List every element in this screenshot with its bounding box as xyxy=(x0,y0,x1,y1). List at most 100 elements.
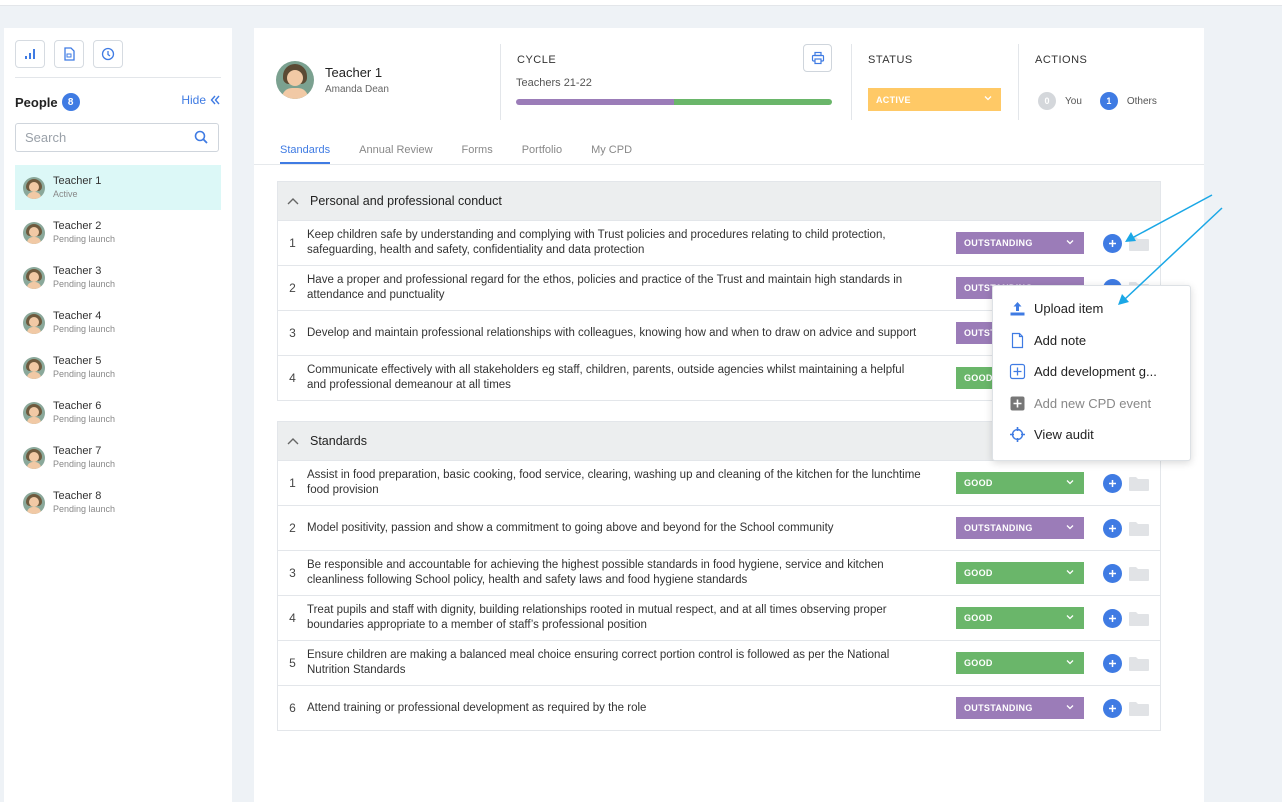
person-item[interactable]: Teacher 6 Pending launch xyxy=(15,390,221,435)
avatar xyxy=(23,266,45,289)
folder-icon[interactable] xyxy=(1129,236,1149,251)
person-item[interactable]: Teacher 8 Pending launch xyxy=(15,480,221,525)
add-evidence-button[interactable] xyxy=(1103,234,1122,253)
standards-section: Personal and professional conduct 1 Keep… xyxy=(277,181,1161,401)
cycle-progress-bar xyxy=(516,99,832,105)
section-header[interactable]: Personal and professional conduct xyxy=(278,182,1160,220)
chevron-up-icon xyxy=(287,438,299,445)
tab-standards[interactable]: Standards xyxy=(280,144,331,164)
grade-value: OUTSTANDING xyxy=(964,238,1033,248)
status-dropdown[interactable]: ACTIVE xyxy=(868,88,1001,111)
person-name: Teacher 1 xyxy=(53,175,102,187)
standard-text: Attend training or professional developm… xyxy=(307,701,647,714)
profile-subtitle: Amanda Dean xyxy=(325,84,389,95)
menu-item-label: Upload item xyxy=(1034,301,1104,317)
add-evidence-button[interactable] xyxy=(1103,474,1122,493)
grade-value: OUTSTANDING xyxy=(964,523,1033,533)
menu-item-label: Add new CPD event xyxy=(1034,395,1152,411)
person-name: Teacher 2 xyxy=(53,220,102,232)
print-button[interactable] xyxy=(803,44,832,72)
table-row: 5 Ensure children are making a balanced … xyxy=(278,640,1160,685)
people-sidebar: People 8 Hide Teacher 1 Active Teacher 2 P… xyxy=(4,28,232,802)
row-number: 5 xyxy=(289,656,296,670)
menu-item-add-note[interactable]: Add note xyxy=(993,325,1190,357)
folder-icon[interactable] xyxy=(1129,476,1149,491)
hide-sidebar-link[interactable]: Hide xyxy=(181,93,220,107)
upload-icon xyxy=(1010,302,1025,316)
standard-text: Model positivity, passion and show a com… xyxy=(307,521,834,534)
folder-icon[interactable] xyxy=(1129,521,1149,536)
profile-name: Teacher 1 xyxy=(325,65,383,80)
grade-value: GOOD xyxy=(964,373,993,383)
header-divider xyxy=(1018,44,1019,120)
folder-icon[interactable] xyxy=(1129,656,1149,671)
grade-dropdown[interactable]: OUTSTANDING xyxy=(956,517,1084,539)
grade-dropdown[interactable]: GOOD xyxy=(956,607,1084,629)
person-status: Pending launch xyxy=(53,459,116,469)
bar-chart-icon[interactable] xyxy=(15,40,45,68)
person-item[interactable]: Teacher 1 Active xyxy=(15,165,221,210)
document-icon[interactable] xyxy=(54,40,84,68)
person-name: Teacher 8 xyxy=(53,490,102,502)
person-item[interactable]: Teacher 2 Pending launch xyxy=(15,210,221,255)
avatar xyxy=(23,356,45,379)
section-title: Standards xyxy=(310,434,367,448)
header-divider xyxy=(851,44,852,120)
person-status: Pending launch xyxy=(53,414,116,424)
grade-value: OUTSTANDING xyxy=(964,703,1033,713)
person-item[interactable]: Teacher 5 Pending launch xyxy=(15,345,221,390)
grade-value: GOOD xyxy=(964,613,993,623)
sidebar-divider xyxy=(15,77,221,78)
add-evidence-button[interactable] xyxy=(1103,609,1122,628)
menu-item-add-development-goal[interactable]: Add development g... xyxy=(993,356,1190,388)
chevron-down-icon xyxy=(1066,480,1074,485)
others-label: Others xyxy=(1126,95,1157,107)
person-item[interactable]: Teacher 3 Pending launch xyxy=(15,255,221,300)
person-item[interactable]: Teacher 4 Pending launch xyxy=(15,300,221,345)
table-row: 2 Model positivity, passion and show a c… xyxy=(278,505,1160,550)
section-title: Personal and professional conduct xyxy=(310,194,502,208)
add-box-icon xyxy=(1009,364,1026,380)
grade-dropdown[interactable]: GOOD xyxy=(956,562,1084,584)
printer-icon xyxy=(811,51,824,65)
standard-text: Communicate effectively with all stakeho… xyxy=(307,364,905,391)
people-list: Teacher 1 Active Teacher 2 Pending launch … xyxy=(15,165,221,525)
tab-annual-review[interactable]: Annual Review xyxy=(359,144,433,156)
search-input[interactable] xyxy=(15,123,219,152)
menu-item-label: View audit xyxy=(1034,427,1094,443)
clock-icon[interactable] xyxy=(93,40,123,68)
table-row: 1 Assist in food preparation, basic cook… xyxy=(278,460,1160,505)
person-item[interactable]: Teacher 7 Pending launch xyxy=(15,435,221,480)
plus-icon xyxy=(1109,240,1116,247)
actions-label: ACTIONS xyxy=(1035,54,1088,66)
add-evidence-button[interactable] xyxy=(1103,654,1122,673)
crosshair-icon xyxy=(1010,427,1025,443)
menu-item-view-audit[interactable]: View audit xyxy=(993,419,1190,451)
person-status: Pending launch xyxy=(53,504,116,514)
tab-portfolio[interactable]: Portfolio xyxy=(521,144,563,156)
add-evidence-button[interactable] xyxy=(1103,564,1122,583)
folder-icon[interactable] xyxy=(1129,701,1149,716)
tab-my-cpd[interactable]: My CPD xyxy=(591,144,633,156)
tab-forms[interactable]: Forms xyxy=(461,144,493,156)
sidebar-toolbar xyxy=(15,40,123,68)
add-evidence-button[interactable] xyxy=(1103,699,1122,718)
top-bar xyxy=(0,0,1282,6)
grade-dropdown[interactable]: OUTSTANDING xyxy=(956,697,1084,719)
person-name: Teacher 7 xyxy=(53,445,102,457)
add-evidence-button[interactable] xyxy=(1103,519,1122,538)
plus-icon xyxy=(1109,525,1116,532)
folder-icon[interactable] xyxy=(1129,566,1149,581)
header-divider xyxy=(500,44,501,120)
grade-dropdown[interactable]: GOOD xyxy=(956,472,1084,494)
double-chevron-left-icon xyxy=(210,95,220,105)
chevron-down-icon xyxy=(1066,570,1074,575)
menu-item-upload[interactable]: Upload item xyxy=(993,293,1190,325)
grade-value: GOOD xyxy=(964,658,993,668)
menu-item-add-cpd-event[interactable]: Add new CPD event xyxy=(993,388,1190,420)
grade-dropdown[interactable]: OUTSTANDING xyxy=(956,232,1084,254)
folder-icon[interactable] xyxy=(1129,611,1149,626)
grade-dropdown[interactable]: GOOD xyxy=(956,652,1084,674)
search-icon[interactable] xyxy=(194,130,208,144)
menu-item-label: Add note xyxy=(1034,332,1087,348)
